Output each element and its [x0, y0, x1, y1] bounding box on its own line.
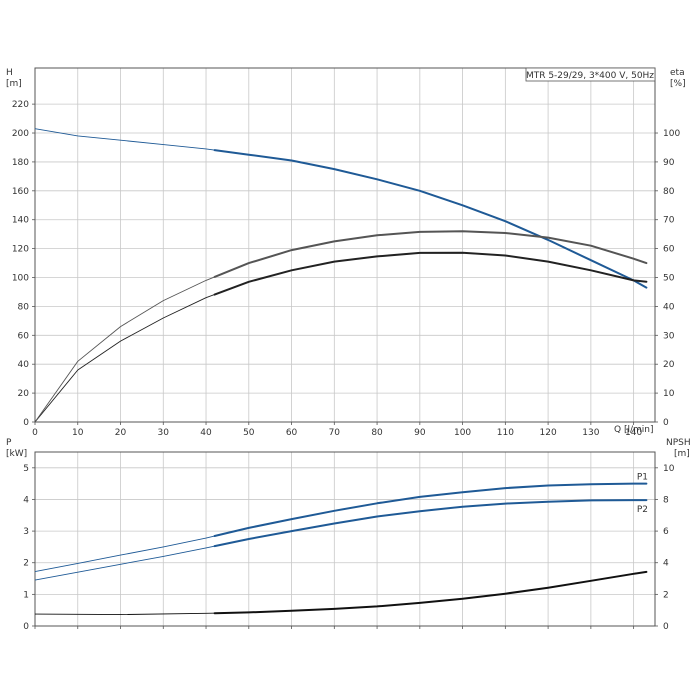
npsh-axis-label: NPSH — [666, 438, 691, 448]
eta-axis-unit: [%] — [670, 79, 686, 89]
x-tick-label: 50 — [243, 428, 255, 438]
npsh-tick-label: 10 — [663, 464, 675, 474]
eta-tick-label: 10 — [663, 389, 675, 399]
curve-head-operating — [213, 149, 648, 289]
eta-tick-label: 90 — [663, 158, 675, 168]
pump-model-label: MTR 5-29/29, 3*400 V, 50Hz — [526, 71, 654, 81]
pump-model-box — [525, 67, 656, 82]
curve-p1-operating — [213, 482, 648, 537]
head-axis-unit: [m] — [6, 79, 22, 89]
head-grid — [35, 68, 655, 422]
curve-eta_pump-operating — [213, 230, 648, 278]
power-series-layer: P1 P2 — [34, 473, 648, 616]
npsh-tick-label: 4 — [663, 559, 669, 569]
p-tick-label: 3 — [23, 527, 29, 537]
eta-tick-label: 60 — [663, 245, 675, 255]
x-tick-label: 80 — [371, 428, 383, 438]
x-tick-label: 140 — [625, 428, 642, 438]
eta-tick-label: 100 — [663, 129, 680, 139]
eta-tick-label: 30 — [663, 331, 675, 341]
eta-tick-label: 80 — [663, 187, 675, 197]
power-npsh-panel: P1 P2 0 1 2 3 4 5 0 2 4 6 8 10 P [kW] NPSH [m] — [6, 438, 691, 632]
curve-p2-full — [34, 499, 647, 581]
h-tick-label: 100 — [12, 274, 29, 284]
series-label-p2: P2 — [637, 505, 648, 515]
p-tick-label: 1 — [23, 590, 29, 600]
eta-tick-label: 20 — [663, 360, 675, 370]
eta-tick-label: 40 — [663, 302, 675, 312]
eta-tick-label: 70 — [663, 216, 675, 226]
eta-tick-label: 50 — [663, 274, 675, 284]
x-tick-label: 40 — [200, 428, 212, 438]
eta-tick-label: 0 — [663, 418, 669, 428]
h-tick-label: 160 — [12, 187, 29, 197]
curve-npsh-operating — [213, 570, 648, 615]
power-axis-ticks: 0 1 2 3 4 5 0 2 4 6 8 10 — [23, 464, 674, 632]
x-tick-label: 0 — [32, 428, 38, 438]
head-plot-frame — [34, 67, 656, 423]
curve-eta_total-full — [34, 252, 647, 423]
p-tick-label: 5 — [23, 464, 29, 474]
x-tick-label: 70 — [329, 428, 341, 438]
h-tick-label: 40 — [18, 360, 30, 370]
head-axis-label: H — [6, 68, 13, 78]
curve-p2-operating — [213, 499, 648, 548]
p-tick-label: 2 — [23, 559, 29, 569]
h-tick-label: 60 — [18, 331, 30, 341]
npsh-tick-label: 6 — [663, 527, 669, 537]
p-tick-label: 4 — [23, 495, 29, 505]
eta-axis-label: eta — [670, 68, 685, 78]
curve-eta_total-operating — [213, 251, 648, 296]
x-tick-label: 10 — [72, 428, 84, 438]
npsh-axis-unit: [m] — [674, 449, 690, 459]
x-tick-label: 130 — [582, 428, 599, 438]
power-axis-unit: [kW] — [6, 449, 27, 459]
npsh-tick-label: 2 — [663, 590, 669, 600]
p-tick-label: 0 — [23, 622, 29, 632]
series-label-p1: P1 — [637, 473, 648, 483]
head-series-layer — [34, 128, 648, 423]
h-tick-label: 0 — [23, 418, 29, 428]
x-tick-label: 110 — [497, 428, 514, 438]
curve-p1-full — [34, 483, 647, 573]
h-tick-label: 120 — [12, 245, 29, 255]
h-tick-label: 200 — [12, 129, 29, 139]
h-tick-label: 220 — [12, 100, 29, 110]
power-axis-label: P — [6, 438, 12, 448]
x-tick-label: 20 — [115, 428, 127, 438]
head-axis-ticks: 0 10 20 30 40 50 60 70 80 90 100 110 120 130 140020406… — [12, 100, 681, 438]
x-tick-label: 100 — [454, 428, 471, 438]
h-tick-label: 140 — [12, 216, 29, 226]
x-tick-label: 60 — [286, 428, 298, 438]
h-tick-label: 20 — [18, 389, 30, 399]
x-tick-label: 30 — [158, 428, 170, 438]
flow-axis-label: Q [l/min] — [614, 425, 653, 435]
h-tick-label: 80 — [18, 302, 30, 312]
h-tick-label: 180 — [12, 158, 29, 168]
head-efficiency-panel: 0 10 20 30 40 50 60 70 80 90 100 110 120 130 140020406… — [6, 67, 686, 438]
npsh-tick-label: 0 — [663, 622, 669, 632]
power-grid — [35, 452, 655, 626]
x-tick-label: 120 — [540, 428, 557, 438]
npsh-tick-label: 8 — [663, 495, 669, 505]
x-tick-label: 90 — [414, 428, 426, 438]
power-plot-frame — [34, 451, 656, 627]
